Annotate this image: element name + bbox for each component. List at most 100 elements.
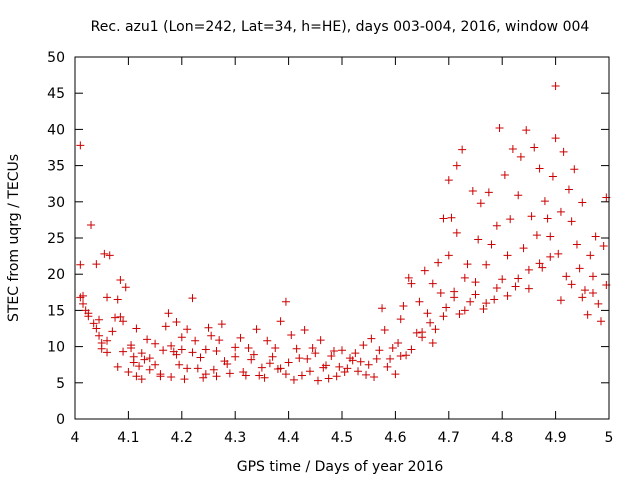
y-tick-label-9: 45	[47, 86, 65, 102]
y-tick-label-0: 0	[56, 412, 65, 428]
data-point-0-140	[522, 126, 531, 135]
data-point-0-159	[570, 165, 579, 174]
data-point-0-100	[420, 266, 429, 275]
data-point-0-182	[129, 358, 138, 367]
x-tick-label-9: 4.9	[544, 430, 566, 446]
data-point-0-216	[340, 367, 349, 376]
data-point-0-234	[503, 291, 512, 300]
data-point-0-19	[116, 275, 125, 284]
data-point-0-183	[132, 372, 141, 381]
data-point-0-120	[468, 186, 477, 195]
data-point-0-20	[119, 317, 128, 326]
data-point-0-125	[482, 260, 491, 269]
data-point-0-14	[103, 348, 112, 357]
data-point-0-73	[313, 376, 322, 385]
x-axis-label: GPS time / Days of year 2016	[237, 459, 444, 475]
data-point-0-21	[121, 283, 130, 292]
data-point-0-16	[108, 327, 117, 336]
data-point-0-1	[76, 260, 85, 269]
data-point-0-195	[201, 370, 210, 379]
data-point-0-188	[159, 346, 168, 355]
data-point-0-210	[303, 354, 312, 363]
data-point-0-35	[167, 373, 176, 382]
x-tick-label-4: 4.4	[277, 430, 299, 446]
x-tick-label-2: 4.2	[171, 430, 193, 446]
data-point-0-235	[514, 274, 523, 283]
data-point-0-169	[596, 317, 605, 326]
data-point-0-76	[327, 352, 336, 361]
y-tick-label-7: 35	[47, 159, 65, 175]
data-point-0-155	[559, 147, 568, 156]
y-tick-label-8: 40	[47, 122, 65, 138]
data-point-0-215	[335, 362, 344, 371]
data-point-0-53	[225, 369, 234, 378]
data-point-0-47	[204, 323, 213, 332]
data-point-0-123	[476, 199, 485, 208]
data-point-0-28	[140, 355, 149, 364]
data-point-0-97	[412, 328, 421, 337]
data-point-0-170	[599, 241, 608, 250]
data-point-0-118	[463, 260, 472, 269]
x-tick-label-10: 5	[605, 430, 614, 446]
data-point-0-151	[551, 81, 560, 90]
data-point-0-111	[447, 213, 456, 222]
data-point-0-191	[177, 345, 186, 354]
data-point-0-60	[260, 373, 269, 382]
data-point-0-65	[281, 297, 290, 306]
data-point-0-189	[167, 341, 176, 350]
data-point-0-133	[503, 251, 512, 260]
data-point-0-223	[388, 344, 397, 353]
data-point-0-124	[479, 304, 488, 313]
data-point-0-103	[428, 279, 437, 288]
data-point-0-156	[562, 272, 571, 281]
axis-tick-labels: 4 4.1 4.2 4.3 4.4 4.5 4.6 4.7 4.8 4.9 505101520253…	[47, 50, 613, 446]
data-points	[76, 81, 611, 385]
data-point-0-49	[212, 372, 221, 381]
data-point-0-232	[482, 299, 491, 308]
data-point-0-209	[297, 371, 306, 380]
data-point-0-194	[196, 353, 205, 362]
data-point-0-187	[156, 372, 165, 381]
data-point-0-22	[124, 367, 133, 376]
data-point-0-137	[514, 191, 523, 200]
data-point-0-25	[132, 324, 141, 333]
data-point-0-224	[396, 352, 405, 361]
data-point-0-144	[532, 231, 541, 240]
data-point-0-81	[354, 367, 363, 376]
data-point-0-203	[255, 371, 264, 380]
data-point-0-142	[527, 212, 536, 221]
data-point-0-160	[572, 240, 581, 249]
data-point-0-239	[556, 296, 565, 305]
data-point-0-178	[113, 295, 122, 304]
data-point-0-8	[92, 260, 101, 269]
y-tick-label-3: 15	[47, 303, 65, 319]
data-point-0-150	[548, 172, 557, 181]
data-point-0-104	[431, 325, 440, 334]
data-point-0-117	[460, 273, 469, 282]
data-point-0-208	[292, 344, 301, 353]
data-point-0-229	[450, 293, 459, 302]
x-tick-label-7: 4.7	[438, 430, 460, 446]
data-point-0-98	[415, 297, 424, 306]
data-point-0-96	[407, 279, 416, 288]
data-point-0-6	[87, 220, 96, 229]
data-point-0-12	[100, 249, 109, 258]
data-point-0-119	[466, 297, 475, 306]
data-point-0-206	[276, 364, 285, 373]
data-point-0-70	[300, 325, 309, 334]
data-point-0-136	[511, 282, 520, 291]
data-point-0-71	[305, 367, 314, 376]
data-point-0-200	[239, 367, 248, 376]
data-point-0-201	[244, 344, 253, 353]
data-point-0-211	[308, 344, 317, 353]
y-tick-label-2: 10	[47, 340, 65, 356]
data-point-0-27	[137, 375, 146, 384]
data-point-0-214	[329, 346, 338, 355]
data-point-0-44	[193, 364, 202, 373]
data-point-0-143	[530, 143, 539, 152]
data-point-0-106	[436, 289, 445, 298]
data-point-0-236	[524, 284, 533, 293]
data-point-0-185	[145, 354, 154, 363]
data-point-0-72	[311, 349, 320, 358]
data-point-0-107	[439, 214, 448, 223]
